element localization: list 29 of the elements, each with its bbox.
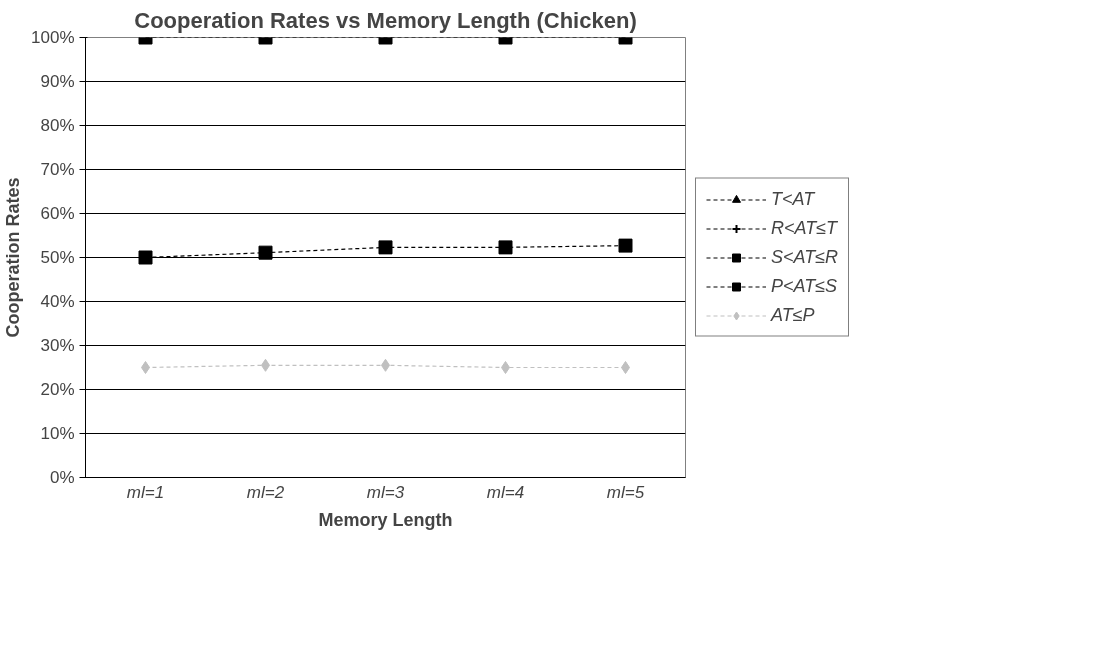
point: [258, 245, 273, 260]
point: [618, 238, 633, 253]
x-tick-label: ml=4: [486, 482, 525, 502]
x-tick-label: ml=2: [246, 482, 285, 502]
y-tick-label: 30%: [40, 336, 75, 355]
y-tick-label: 20%: [40, 380, 75, 399]
legend-label: AT≤P: [771, 304, 815, 326]
x-tick-label: ml=5: [606, 482, 645, 502]
y-tick-label: 70%: [40, 160, 75, 179]
y-tick-label: 80%: [40, 116, 75, 135]
y-tick-label: 40%: [40, 292, 75, 311]
chart-title: Cooperation Rates vs Memory Length (Chicken): [134, 7, 637, 33]
y-tick-label: 60%: [40, 204, 75, 223]
x-tick-label: ml=1: [126, 482, 165, 502]
legend-label: S<AT≤R: [771, 246, 839, 268]
legend-label: T<AT: [771, 188, 815, 210]
legend-label: R<AT≤T: [771, 217, 838, 239]
point: [138, 250, 153, 265]
y-tick-label: 90%: [40, 72, 75, 91]
y-tick-label: 0%: [49, 468, 75, 487]
point: [378, 240, 393, 255]
y-tick-label: 10%: [40, 424, 75, 443]
y-tick-label: 50%: [40, 248, 75, 267]
legend-label: P<AT≤S: [771, 275, 838, 297]
x-axis-title: Memory Length: [318, 509, 453, 530]
point: [498, 240, 513, 255]
y-tick-label: 100%: [31, 28, 75, 47]
x-tick-label: ml=3: [366, 482, 405, 502]
y-axis-title: Cooperation Rates: [3, 177, 24, 338]
